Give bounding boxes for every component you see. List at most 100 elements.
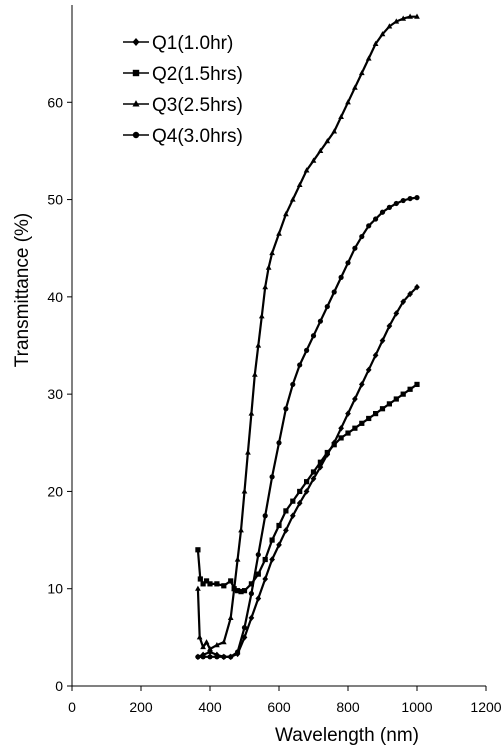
series-1 [195, 283, 420, 661]
data-point [379, 337, 386, 344]
data-point [228, 654, 234, 660]
x-tick-label: 800 [336, 699, 360, 715]
data-point [372, 40, 379, 46]
legend-marker [132, 100, 140, 107]
data-point [207, 581, 213, 587]
data-point [276, 541, 282, 549]
data-point [235, 649, 241, 655]
data-point [400, 15, 407, 21]
legend-marker [132, 38, 140, 46]
data-point [255, 342, 262, 348]
data-point [373, 216, 379, 222]
data-point [331, 442, 337, 448]
data-point [258, 313, 265, 319]
series-3 [195, 13, 420, 652]
data-point [203, 578, 210, 584]
y-tick-label: 30 [47, 386, 63, 402]
data-point [393, 310, 400, 317]
data-point [304, 479, 310, 485]
data-point [303, 167, 310, 173]
legend-item: Q3(2.5hrs) [123, 95, 243, 116]
data-point [359, 420, 365, 426]
data-point [352, 425, 358, 431]
data-point [283, 211, 289, 217]
data-point [310, 475, 317, 483]
data-point [276, 230, 282, 236]
x-tick-label: 200 [129, 699, 153, 715]
data-point [352, 84, 358, 90]
data-point [220, 639, 227, 645]
data-point [317, 459, 323, 465]
data-point [203, 639, 210, 645]
data-point [338, 113, 344, 119]
data-point [241, 588, 248, 594]
data-point [358, 69, 365, 76]
data-point [241, 488, 248, 494]
y-tick-label: 50 [47, 192, 63, 208]
data-point [338, 424, 344, 432]
data-point [269, 556, 275, 563]
data-point [393, 200, 399, 207]
data-point [414, 283, 420, 291]
data-point [379, 209, 386, 215]
data-point [407, 386, 413, 392]
data-point [372, 351, 379, 359]
data-point [317, 147, 324, 154]
data-point [345, 260, 351, 266]
data-point [352, 395, 358, 403]
data-point [414, 13, 420, 19]
data-point [276, 522, 282, 529]
data-point [269, 474, 275, 480]
legend-label: Q1(1.0hr) [152, 33, 233, 54]
legend-item: Q4(3.0hrs) [123, 126, 243, 147]
y-tick-label: 0 [55, 678, 63, 694]
data-point [195, 585, 201, 591]
legend-item: Q2(1.5hrs) [123, 64, 243, 85]
data-point [324, 138, 331, 144]
data-point [310, 469, 317, 475]
x-tick-label: 600 [267, 699, 291, 715]
data-point [407, 13, 413, 19]
data-point [200, 581, 206, 587]
data-point [296, 181, 303, 188]
data-point [251, 371, 258, 377]
data-point [255, 595, 262, 602]
data-point [228, 578, 234, 584]
data-point [234, 556, 241, 562]
data-point [227, 614, 234, 620]
data-point [255, 552, 261, 558]
data-point [265, 264, 272, 270]
data-point [386, 23, 393, 29]
data-point [283, 508, 289, 514]
data-point [359, 233, 365, 240]
data-point [195, 547, 201, 553]
data-point [393, 18, 400, 24]
legend-label: Q3(2.5hrs) [152, 95, 243, 116]
data-point [200, 643, 206, 650]
data-point [345, 410, 351, 417]
series-line [197, 196, 418, 658]
y-tick-label: 40 [47, 289, 63, 305]
y-tick-label: 20 [47, 483, 63, 499]
data-point [231, 585, 238, 591]
data-point [345, 430, 351, 436]
data-point [245, 449, 251, 455]
data-point [276, 440, 282, 446]
data-point [400, 197, 406, 204]
data-point [238, 527, 244, 533]
data-point [262, 513, 268, 519]
data-point [373, 411, 379, 417]
data-point [221, 654, 227, 660]
data-point [407, 290, 413, 298]
series-4 [195, 195, 420, 660]
data-point [358, 381, 365, 388]
x-tick-label: 0 [68, 699, 76, 715]
data-point [324, 303, 330, 310]
data-point [262, 556, 268, 563]
data-point [241, 625, 248, 631]
data-point [248, 581, 254, 587]
legend-marker [132, 131, 140, 139]
data-point [248, 614, 255, 622]
data-point [248, 590, 254, 597]
